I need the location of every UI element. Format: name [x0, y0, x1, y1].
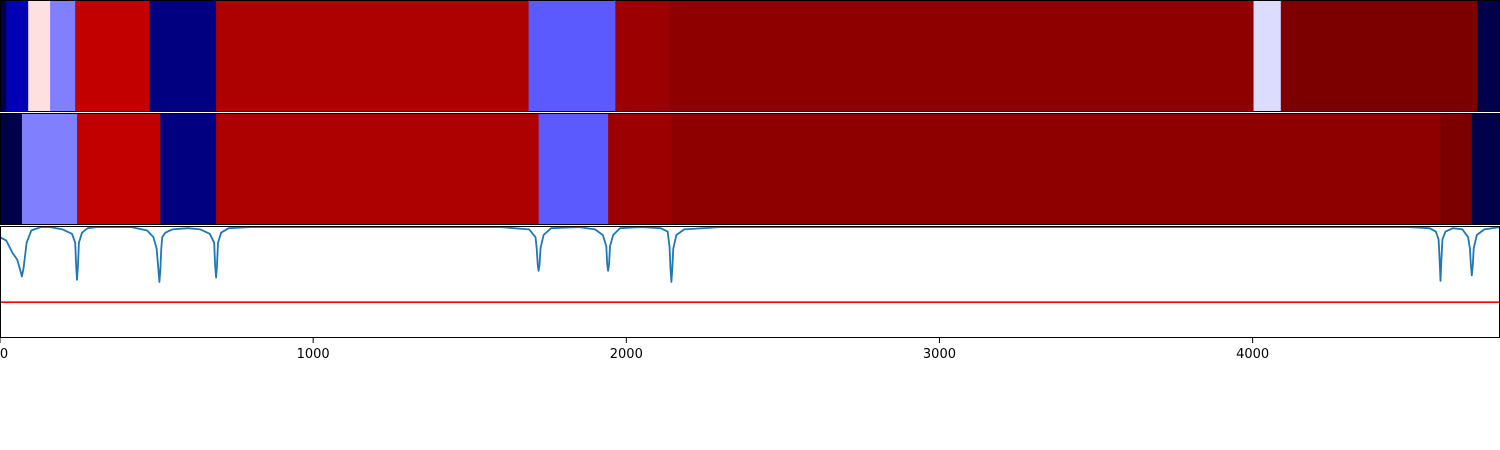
- x-tick-label: 1000: [297, 347, 330, 362]
- x-tick-label: 3000: [923, 347, 956, 362]
- heatmap-cell: [0, 0, 7, 112]
- heatmap-cell: [1280, 0, 1478, 112]
- heatmap-cell: [538, 113, 609, 225]
- heatmap-cell: [608, 113, 673, 225]
- x-tick-label: 4000: [1236, 347, 1269, 362]
- x-tick-label: 2000: [610, 347, 643, 362]
- signal-series-line: [0, 226, 1500, 283]
- heatmap-cell: [216, 0, 530, 112]
- heatmap-cell: [1471, 113, 1500, 225]
- heatmap-cell: [50, 0, 76, 112]
- heatmap-cell: [669, 0, 1255, 112]
- heatmap-cell: [75, 0, 150, 112]
- heatmap-cell: [216, 113, 540, 225]
- heatmap-cell: [671, 113, 1442, 225]
- heatmap-top-row: [0, 0, 1500, 112]
- x-tick-label: 0: [0, 347, 8, 362]
- heatmap-cell: [615, 0, 670, 112]
- heatmap-cell: [528, 0, 616, 112]
- heatmap-cell: [1477, 0, 1500, 112]
- heatmap-cell: [1253, 0, 1282, 112]
- heatmap-cell: [21, 113, 78, 225]
- heatmap-cell: [149, 0, 217, 112]
- heatmap-cell: [0, 113, 23, 225]
- heatmap-cell: [6, 0, 29, 112]
- heatmap-cell: [160, 113, 217, 225]
- panel-frame: [0, 226, 1500, 338]
- heatmap-cell: [1440, 113, 1473, 225]
- heatmap-cell: [77, 113, 161, 225]
- signal-line-panel: [0, 226, 1500, 304]
- heatmap-cell: [28, 0, 51, 112]
- heatmap-middle-row: [0, 113, 1500, 225]
- x-axis: 0 1000 2000 3000 4000: [0, 338, 1269, 362]
